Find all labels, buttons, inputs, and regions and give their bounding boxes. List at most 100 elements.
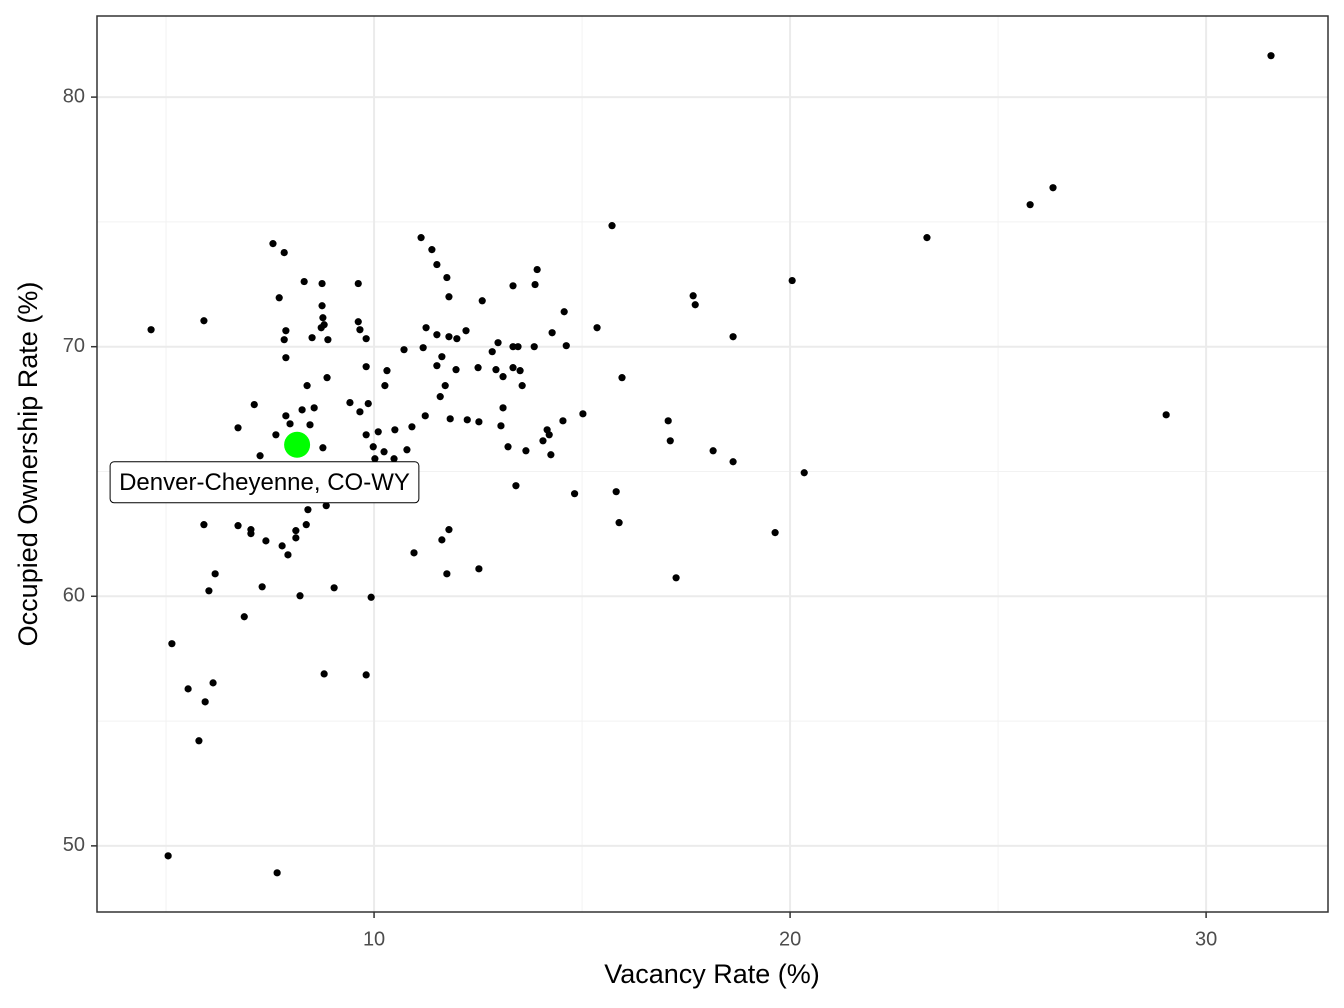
point bbox=[923, 234, 931, 242]
point bbox=[211, 570, 219, 578]
point bbox=[672, 574, 680, 582]
point bbox=[302, 521, 310, 529]
plot-border bbox=[96, 15, 1329, 913]
point bbox=[478, 297, 486, 305]
point bbox=[800, 469, 808, 477]
point bbox=[292, 534, 300, 542]
y-axis-title: Occupied Ownership Rate (%) bbox=[13, 282, 43, 647]
point bbox=[709, 447, 717, 455]
point bbox=[445, 293, 453, 301]
point bbox=[729, 458, 737, 466]
point bbox=[298, 406, 306, 414]
point bbox=[445, 526, 453, 534]
point bbox=[320, 670, 328, 678]
highlight-label: Denver-Cheyenne, CO-WY bbox=[119, 469, 410, 496]
point bbox=[453, 335, 461, 343]
y-tick-label: 80 bbox=[63, 85, 85, 107]
point bbox=[428, 246, 436, 254]
point bbox=[168, 640, 176, 648]
point bbox=[200, 521, 208, 529]
point bbox=[292, 527, 300, 535]
point bbox=[200, 317, 208, 325]
point bbox=[282, 327, 290, 335]
point bbox=[421, 412, 429, 420]
point bbox=[615, 519, 623, 527]
point bbox=[278, 542, 286, 550]
point bbox=[522, 447, 530, 455]
point bbox=[306, 421, 314, 429]
point bbox=[559, 417, 567, 425]
point bbox=[286, 420, 294, 428]
point bbox=[234, 522, 242, 530]
point bbox=[164, 852, 172, 860]
point bbox=[433, 331, 441, 339]
point bbox=[296, 592, 304, 600]
point bbox=[579, 410, 587, 418]
point bbox=[443, 570, 451, 578]
point bbox=[184, 685, 192, 693]
point bbox=[319, 444, 327, 452]
point bbox=[494, 339, 502, 347]
point bbox=[446, 415, 454, 423]
point bbox=[548, 329, 556, 337]
point bbox=[539, 437, 547, 445]
point bbox=[417, 234, 425, 242]
point bbox=[280, 336, 288, 344]
point bbox=[381, 382, 389, 390]
point bbox=[391, 426, 399, 434]
point bbox=[323, 374, 331, 382]
point bbox=[488, 348, 496, 356]
point bbox=[282, 412, 290, 420]
point bbox=[509, 343, 517, 351]
point bbox=[438, 353, 446, 361]
point bbox=[474, 364, 482, 372]
point bbox=[560, 308, 568, 316]
point bbox=[362, 335, 370, 343]
point bbox=[369, 443, 377, 451]
point bbox=[788, 276, 796, 285]
point bbox=[362, 431, 370, 439]
point bbox=[383, 367, 391, 375]
y-tick-label: 50 bbox=[63, 834, 85, 856]
point bbox=[475, 565, 483, 573]
point bbox=[234, 424, 242, 432]
point bbox=[250, 400, 258, 409]
point bbox=[201, 698, 209, 706]
point bbox=[1049, 184, 1057, 192]
point bbox=[516, 367, 524, 375]
point bbox=[664, 417, 672, 425]
point bbox=[390, 455, 398, 463]
point bbox=[322, 502, 330, 510]
point bbox=[400, 346, 408, 354]
point bbox=[354, 318, 362, 326]
point bbox=[691, 301, 699, 309]
point bbox=[362, 671, 370, 679]
y-tick-label: 60 bbox=[63, 585, 85, 607]
point bbox=[443, 273, 451, 282]
point bbox=[380, 448, 388, 456]
point bbox=[452, 366, 460, 374]
point bbox=[509, 282, 517, 290]
point bbox=[403, 446, 411, 454]
point bbox=[195, 737, 203, 745]
point bbox=[419, 344, 427, 352]
point bbox=[318, 302, 326, 310]
point bbox=[433, 362, 441, 370]
point bbox=[330, 584, 338, 592]
point bbox=[475, 418, 483, 426]
point bbox=[362, 363, 370, 371]
point bbox=[354, 279, 362, 288]
point bbox=[282, 354, 290, 362]
point bbox=[518, 382, 526, 390]
point bbox=[258, 583, 266, 591]
point bbox=[771, 529, 779, 537]
point bbox=[256, 452, 264, 460]
point bbox=[666, 437, 674, 445]
point bbox=[147, 326, 155, 334]
point bbox=[547, 451, 555, 459]
point bbox=[1267, 52, 1275, 60]
point bbox=[275, 294, 283, 302]
point bbox=[608, 222, 616, 230]
point bbox=[531, 280, 539, 289]
point bbox=[545, 431, 553, 439]
